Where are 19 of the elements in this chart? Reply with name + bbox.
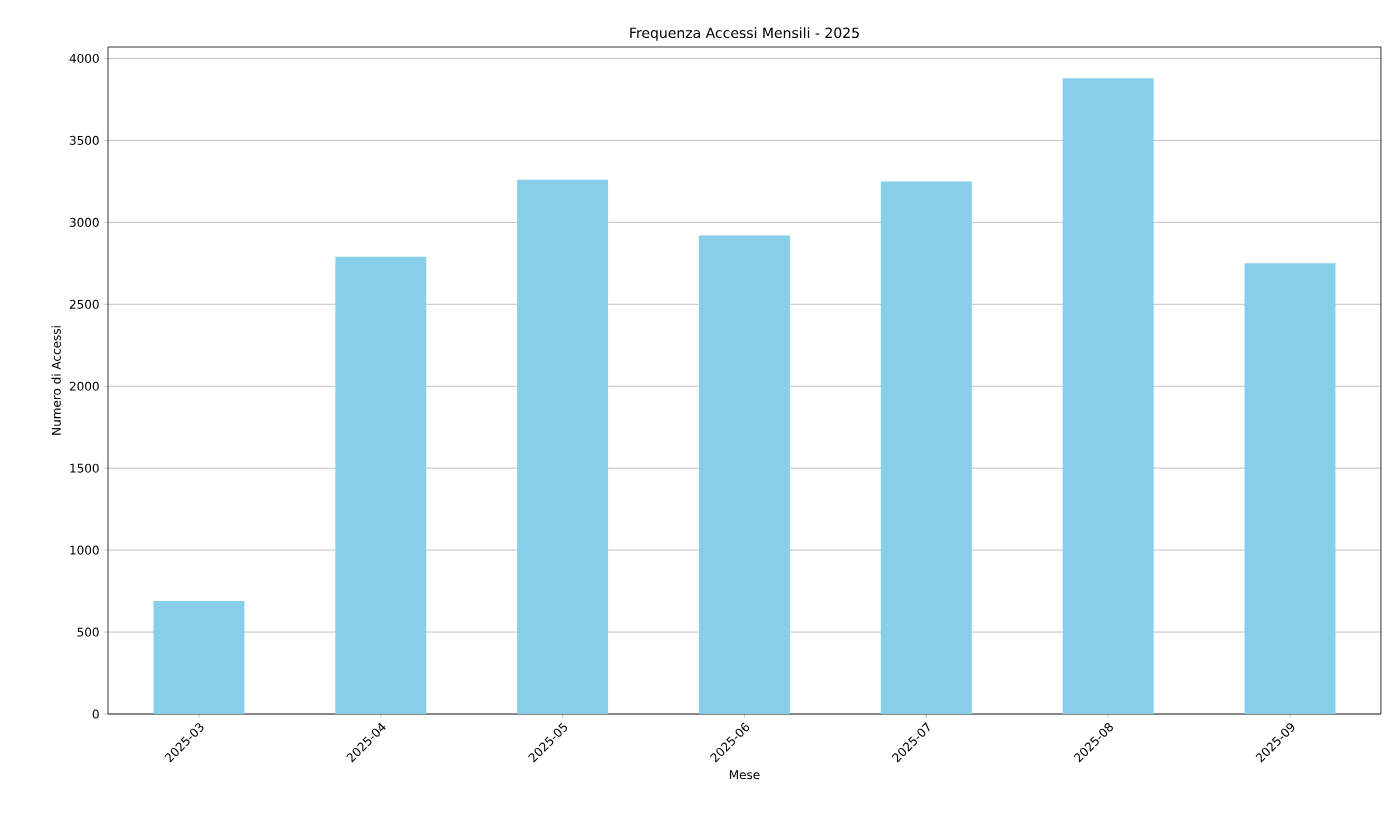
y-tick-label: 4000 <box>69 53 99 64</box>
x-axis-title: Mese <box>729 770 760 780</box>
bar <box>335 256 427 714</box>
bar <box>699 235 790 714</box>
y-axis-title: Numero di Accessi <box>51 326 61 435</box>
y-tick-label: 3500 <box>69 135 99 145</box>
y-tick-label: 0 <box>92 709 99 719</box>
bar <box>517 179 609 714</box>
y-tick-label: 1500 <box>70 463 99 473</box>
bar <box>1062 78 1154 714</box>
y-tick-label: 3000 <box>69 217 99 227</box>
bar <box>880 181 972 714</box>
chart-title: Frequenza Accessi Mensili - 2025 <box>630 27 859 41</box>
y-tick-label: 2000 <box>69 381 99 391</box>
bar <box>1244 263 1336 714</box>
y-tick-label: 500 <box>77 627 99 637</box>
y-tick-label: 2500 <box>69 299 99 309</box>
bar <box>153 600 245 714</box>
y-tick-label: 1000 <box>70 545 99 555</box>
